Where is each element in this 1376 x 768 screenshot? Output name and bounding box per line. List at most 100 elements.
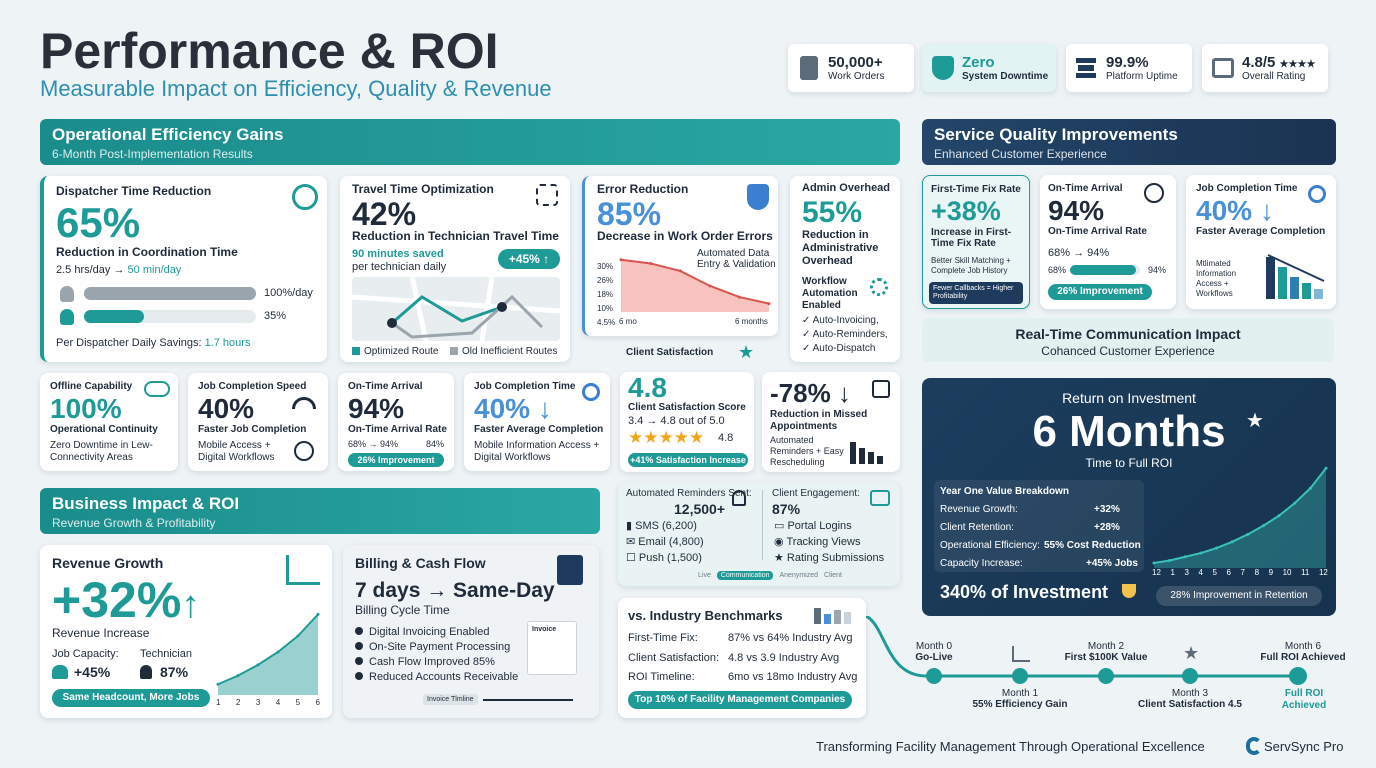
error-point-5 bbox=[767, 302, 771, 306]
star-icon: ★ bbox=[1183, 643, 1200, 663]
roi-x-tick-5: 6 bbox=[1226, 568, 1231, 577]
tab-communication[interactable]: Communication bbox=[716, 571, 774, 580]
star-badge-icon: ★ bbox=[738, 342, 755, 362]
roi-x-tick-9: 10 bbox=[1282, 568, 1292, 577]
on-time-card: On-Time Arrival 94% On-Time Arrival Rate… bbox=[1040, 175, 1176, 309]
stat-downtime: Zero System Downtime bbox=[922, 44, 1056, 92]
roi-x-tick-7: 8 bbox=[1254, 568, 1260, 577]
revenue-point-0 bbox=[216, 682, 220, 686]
roi-point-10 bbox=[1308, 486, 1312, 490]
roi-x-tick-1: 1 bbox=[1170, 568, 1175, 577]
brand-logo-icon bbox=[1246, 737, 1262, 755]
job-completion-card: Job Completion Time 40% ↓ Faster Average… bbox=[1186, 175, 1336, 309]
realtime-panel: Real-Time Communication Impact Cohanced … bbox=[922, 318, 1334, 362]
stat-uptime: 99.9% Platform Uptime bbox=[1066, 44, 1192, 92]
roi-panel: Return on Investment 6 Months ★ Time to … bbox=[922, 378, 1336, 616]
roi-x-tick-11: 12 bbox=[1318, 568, 1328, 577]
roi-x-tick-10: 11 bbox=[1301, 568, 1310, 577]
roi-point-8 bbox=[1277, 514, 1281, 518]
error-trend-chart bbox=[619, 258, 771, 312]
tab-client[interactable]: Client bbox=[824, 572, 842, 579]
invoice-illustration: Invoice bbox=[527, 621, 577, 675]
roi-point-9 bbox=[1293, 501, 1297, 505]
roi-x-tick-3: 4 bbox=[1198, 568, 1203, 577]
roi-point-0 bbox=[1152, 561, 1156, 565]
bell-icon bbox=[732, 490, 746, 506]
milestone-1: Month 1 55% Efficiency Gain bbox=[972, 688, 1068, 710]
business-header: Business Impact & ROI Revenue Growth & P… bbox=[40, 488, 600, 534]
legend-optimized-swatch bbox=[352, 347, 360, 355]
stopwatch-icon bbox=[582, 383, 600, 401]
roi-x-tick-2: 3 bbox=[1184, 568, 1189, 577]
clock-check-icon bbox=[1144, 183, 1164, 203]
comm-card: Automated Reminders Sent: 12,500+ ▮ SMS … bbox=[618, 482, 900, 586]
comm-tabs: Live Communication Anenymized Client bbox=[698, 571, 842, 580]
person-icon bbox=[140, 665, 152, 679]
trophy-icon bbox=[1122, 584, 1136, 598]
roi-x-tick-6: 7 bbox=[1240, 568, 1245, 577]
roi-growth-chart bbox=[1152, 466, 1328, 568]
error-point-4 bbox=[737, 295, 741, 299]
roi-x-tick-8: 9 bbox=[1268, 568, 1274, 577]
missed-card: -78% ↓ Reduction in Missed Appointments … bbox=[762, 372, 900, 472]
revenue-point-5 bbox=[316, 612, 320, 616]
tab-anonymized[interactable]: Anenymized bbox=[779, 572, 819, 579]
roi-point-4 bbox=[1215, 546, 1219, 550]
job-completion-bars bbox=[1266, 254, 1325, 299]
roi-x-axis: 12 1 3 4 5 6 7 8 9 10 11 12 bbox=[1152, 568, 1328, 577]
travel-card: Travel Time Optimization 42% Reduction i… bbox=[340, 176, 570, 362]
rating-stars: ★★★★★ bbox=[628, 428, 705, 447]
error-point-3 bbox=[708, 284, 712, 288]
series-line bbox=[217, 613, 319, 686]
server-icon bbox=[1076, 58, 1096, 78]
area-fill bbox=[1154, 468, 1326, 568]
tab-live[interactable]: Live bbox=[698, 572, 711, 579]
bar-fill-1 bbox=[84, 287, 256, 300]
invoice-icon bbox=[557, 555, 583, 585]
revenue-x-tick-0: 1 bbox=[216, 698, 221, 707]
error-point-0 bbox=[619, 258, 623, 262]
gear-icon bbox=[870, 278, 888, 296]
first-fix-card: First-Time Fix Rate +38% Increase in Fir… bbox=[922, 175, 1030, 309]
person-icon bbox=[60, 309, 74, 325]
clock-icon bbox=[292, 184, 318, 210]
quality-header: Service Quality Improvements Enhanced Cu… bbox=[922, 119, 1336, 165]
roi-point-3 bbox=[1199, 551, 1203, 555]
revenue-x-tick-1: 2 bbox=[235, 698, 241, 707]
series-line bbox=[620, 258, 770, 305]
billing-card: Billing & Cash Flow 7 days → Same-Day Bi… bbox=[343, 545, 599, 718]
gauge-icon bbox=[292, 397, 316, 409]
sparkle-icon: ★ bbox=[1246, 410, 1264, 432]
client-sat-card: 4.8 Client Satisfaction Score 3.4 → 4.8 … bbox=[620, 372, 754, 472]
document-icon bbox=[800, 56, 818, 80]
ops-header: Operational Efficiency Gains 6-Month Pos… bbox=[40, 119, 900, 165]
revenue-point-3 bbox=[276, 650, 280, 654]
revenue-x-tick-4: 5 bbox=[295, 698, 301, 707]
offline-card: Offline Capability 100% Operational Cont… bbox=[40, 373, 178, 471]
benchmark-bars-icon bbox=[814, 608, 851, 624]
bar-fill-2 bbox=[84, 310, 145, 323]
on-time-bar-fill bbox=[1070, 265, 1136, 275]
milestone-0: Month 0 Go-Live bbox=[915, 641, 953, 663]
shield-check-icon bbox=[932, 56, 954, 80]
roi-point-11 bbox=[1324, 466, 1328, 470]
shield-check-icon bbox=[747, 184, 769, 210]
stopwatch-icon bbox=[1308, 185, 1326, 203]
dispatcher-card: Dispatcher Time Reduction 65% Reduction … bbox=[40, 176, 327, 362]
revenue-card: Revenue Growth +32%↑ Revenue Increase Jo… bbox=[40, 545, 332, 718]
roi-point-5 bbox=[1230, 540, 1234, 544]
roi-point-2 bbox=[1183, 555, 1187, 559]
area-fill bbox=[621, 259, 769, 312]
team-icon bbox=[52, 665, 68, 679]
revenue-x-axis: 1 2 3 4 5 6 bbox=[216, 698, 320, 707]
error-point-2 bbox=[678, 269, 682, 273]
revenue-point-4 bbox=[296, 634, 300, 638]
admin-card: Admin Overhead 55% Reduction in Administ… bbox=[790, 176, 900, 362]
roi-x-tick-0: 12 bbox=[1152, 568, 1161, 577]
invoice-timeline-arrow bbox=[483, 699, 573, 701]
legend-old-swatch bbox=[450, 347, 458, 355]
area-fill bbox=[218, 614, 318, 695]
calendar-icon bbox=[872, 380, 890, 398]
person-icon bbox=[60, 286, 74, 302]
job-speed-card: Job Completion Speed 40% Faster Job Comp… bbox=[188, 373, 328, 471]
